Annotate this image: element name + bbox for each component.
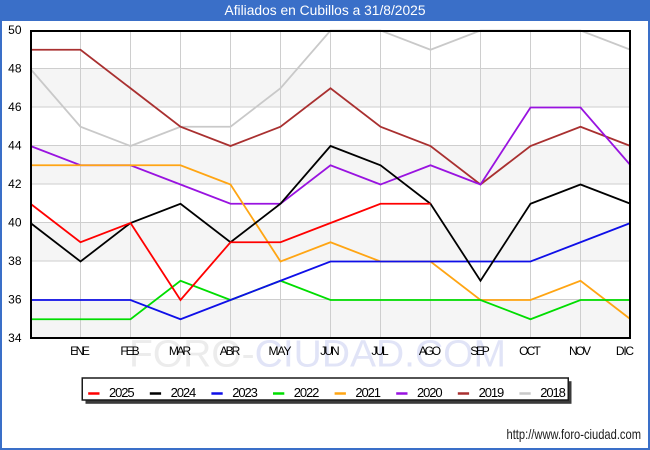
svg-text:OCT: OCT	[519, 344, 541, 358]
svg-text:NOV: NOV	[569, 344, 591, 358]
svg-text:JUN: JUN	[320, 344, 339, 358]
svg-text:MAY: MAY	[269, 344, 292, 358]
svg-text:http://www.foro-ciudad.com: http://www.foro-ciudad.com	[507, 426, 642, 442]
svg-text:2024: 2024	[171, 385, 197, 400]
svg-text:2021: 2021	[355, 385, 381, 400]
svg-text:SEP: SEP	[470, 344, 490, 358]
svg-text:2020: 2020	[417, 385, 443, 400]
svg-text:42: 42	[8, 177, 22, 191]
svg-text:40: 40	[8, 216, 22, 230]
svg-text:MAR: MAR	[169, 344, 192, 358]
svg-text:2019: 2019	[479, 385, 505, 400]
svg-text:DIC: DIC	[616, 344, 635, 358]
svg-text:FEB: FEB	[120, 344, 139, 358]
svg-text:Afiliados en Cubillos a 31/8/2: Afiliados en Cubillos a 31/8/2025	[225, 3, 426, 18]
svg-text:48: 48	[8, 62, 22, 76]
svg-text:JUL: JUL	[371, 344, 389, 358]
svg-text:38: 38	[8, 254, 22, 268]
svg-text:2025: 2025	[109, 385, 135, 400]
svg-text:FORO-CIUDAD.COM: FORO-CIUDAD.COM	[129, 334, 506, 376]
svg-text:2022: 2022	[294, 385, 320, 400]
svg-text:46: 46	[8, 100, 22, 114]
svg-text:34: 34	[8, 331, 22, 345]
svg-text:50: 50	[8, 23, 22, 37]
svg-text:36: 36	[8, 293, 22, 307]
svg-text:2018: 2018	[540, 385, 566, 400]
svg-text:AGO: AGO	[419, 344, 441, 358]
svg-text:ENE: ENE	[70, 344, 90, 358]
svg-text:2023: 2023	[232, 385, 258, 400]
svg-text:44: 44	[8, 139, 22, 153]
svg-text:ABR: ABR	[220, 344, 241, 358]
